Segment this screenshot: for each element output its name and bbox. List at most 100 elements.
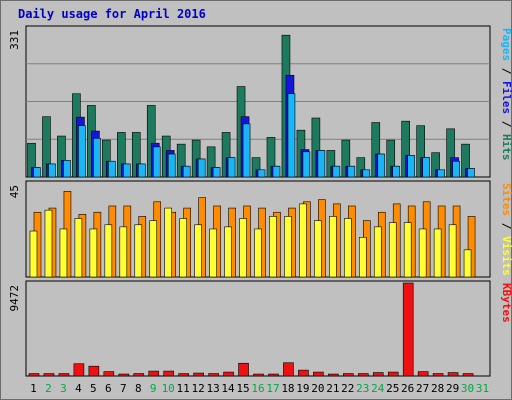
- day-label: 11: [177, 382, 190, 395]
- kbytes-bar: [103, 371, 115, 377]
- right-label-visits-sites: Sites / Visits: [500, 183, 512, 276]
- visits-bar: [433, 228, 442, 278]
- right-label-part: Visits: [500, 236, 512, 276]
- kbytes-bar: [73, 363, 85, 377]
- right-label-part: /: [500, 114, 512, 134]
- visits-bar: [209, 228, 217, 278]
- y-max-label: 45: [8, 185, 21, 198]
- kbytes-bar: [28, 373, 40, 377]
- sites-bar: [467, 216, 476, 278]
- pages-bar: [48, 163, 56, 178]
- day-label: 31: [476, 382, 489, 395]
- day-label: 15: [236, 382, 249, 395]
- day-label: 1: [30, 382, 37, 395]
- kbytes-bar: [58, 373, 70, 377]
- visits-bar: [194, 224, 202, 278]
- pages-bar: [108, 160, 116, 178]
- day-label: 24: [371, 382, 385, 395]
- pages-bar: [63, 160, 71, 178]
- day-label: 14: [221, 382, 235, 395]
- pages-bar: [197, 158, 206, 178]
- right-label-part: /: [500, 61, 512, 81]
- kbytes-bar: [313, 371, 324, 377]
- visits-bar: [373, 226, 382, 278]
- day-label: 29: [446, 382, 459, 395]
- panel-kbytes-frame: [25, 280, 491, 377]
- day-label: 4: [75, 382, 82, 395]
- kbytes-bar: [148, 370, 160, 377]
- pages-bar: [93, 137, 101, 178]
- day-label: 16: [251, 382, 264, 395]
- visits-bar: [44, 209, 53, 278]
- right-label-hits-files-pages: Pages / Files / Hits: [500, 28, 512, 161]
- kbytes-bar: [298, 369, 309, 377]
- pages-bar: [452, 160, 460, 178]
- visits-bar: [269, 216, 277, 278]
- visits-bar: [89, 228, 98, 278]
- kbytes-bar: [372, 372, 384, 377]
- pages-bar: [467, 168, 475, 178]
- day-label: 23: [356, 382, 369, 395]
- kbytes-bar: [133, 373, 145, 377]
- visits-bar: [388, 222, 397, 278]
- pages-bar: [287, 93, 296, 178]
- day-label: 2: [45, 382, 52, 395]
- pages-bar: [33, 167, 41, 178]
- kbytes-bar: [268, 373, 279, 377]
- visits-bar: [314, 220, 322, 278]
- visits-bar: [358, 237, 367, 278]
- kbytes-bar: [417, 371, 429, 377]
- day-label: 25: [386, 382, 399, 395]
- kbytes-bar: [208, 373, 219, 377]
- kbytes-bar: [447, 372, 459, 377]
- pages-bar: [437, 169, 445, 178]
- kbytes-bar: [432, 373, 444, 377]
- day-label: 9: [150, 382, 157, 395]
- pages-bar: [302, 151, 311, 178]
- day-label: 12: [192, 382, 205, 395]
- pages-bar: [257, 169, 266, 178]
- kbytes-bar: [462, 373, 474, 377]
- kbytes-bar: [223, 371, 234, 377]
- pages-bar: [272, 165, 281, 178]
- visits-bar: [134, 224, 143, 278]
- pages-bar: [317, 150, 326, 178]
- visits-bar: [254, 228, 262, 278]
- day-label: 7: [120, 382, 127, 395]
- visits-bar: [164, 207, 173, 278]
- visits-bar: [104, 224, 113, 278]
- kbytes-bar: [238, 362, 249, 377]
- visits-bar: [74, 218, 83, 278]
- day-label: 19: [296, 382, 309, 395]
- kbytes-bar: [387, 371, 399, 377]
- day-label: 6: [105, 382, 112, 395]
- pages-bar: [422, 157, 430, 178]
- pages-bar: [332, 165, 341, 178]
- day-label: 13: [206, 382, 219, 395]
- day-label: 27: [416, 382, 429, 395]
- right-label-part: KBytes: [500, 283, 512, 323]
- pages-bar: [152, 146, 161, 178]
- pages-bar: [78, 125, 86, 178]
- y-max-label: 331: [8, 30, 21, 50]
- visits-bar: [149, 220, 158, 278]
- pages-bar: [182, 165, 191, 178]
- pages-bar: [362, 169, 371, 178]
- right-label-part: Pages: [500, 28, 512, 61]
- kbytes-bar: [88, 365, 100, 377]
- kbytes-bar: [343, 373, 354, 377]
- day-label: 26: [401, 382, 414, 395]
- y-max-label: 9472: [8, 285, 21, 312]
- day-label: 18: [281, 382, 294, 395]
- visits-bar: [448, 224, 457, 278]
- visits-bar: [418, 228, 427, 278]
- visits-bar: [224, 226, 232, 278]
- visits-bar: [29, 230, 38, 278]
- day-label: 28: [431, 382, 444, 395]
- pages-bar: [227, 157, 236, 178]
- kbytes-bar: [402, 282, 414, 377]
- visits-bar: [403, 222, 412, 278]
- visits-bar: [284, 216, 292, 278]
- pages-bar: [212, 167, 221, 178]
- kbytes-bar: [178, 373, 189, 377]
